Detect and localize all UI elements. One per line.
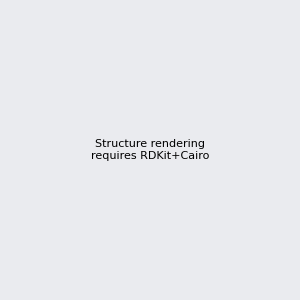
- Text: Structure rendering
requires RDKit+Cairo: Structure rendering requires RDKit+Cairo: [91, 139, 209, 161]
